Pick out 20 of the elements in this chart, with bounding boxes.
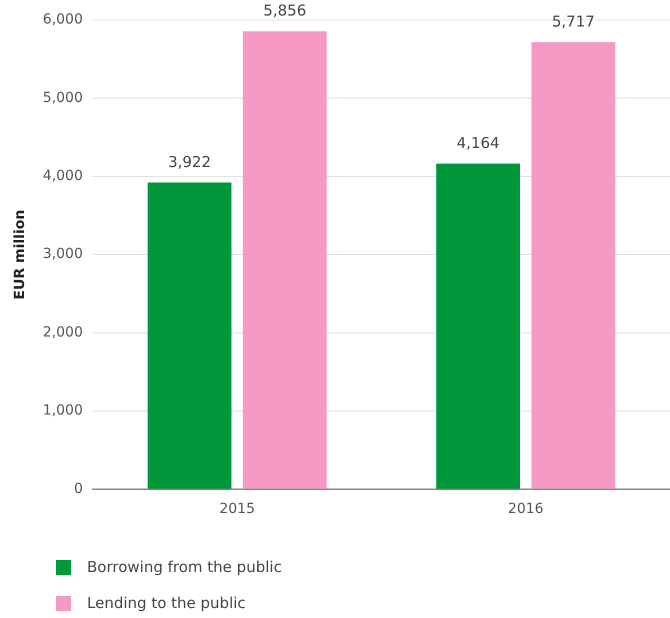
y-tick-label: 6,000 (42, 12, 83, 28)
y-tick-label: 4,000 (42, 168, 83, 184)
bar (148, 182, 232, 489)
y-tick-label: 2,000 (42, 324, 83, 340)
y-axis-title: EUR million (12, 210, 28, 300)
data-label: 5,856 (263, 2, 306, 20)
legend-label: Lending to the public (87, 594, 246, 612)
y-tick-label: 5,000 (42, 90, 83, 106)
x-tick-label: 2015 (219, 501, 255, 518)
data-label: 5,717 (552, 12, 595, 31)
bar (242, 31, 327, 489)
x-tick-label: 2016 (508, 501, 544, 518)
legend-label: Borrowing from the public (87, 558, 282, 576)
data-label: 3,922 (168, 152, 212, 171)
y-tick-label: 1,000 (42, 402, 83, 419)
bar (531, 42, 616, 489)
y-tick-label: 0 (74, 480, 83, 497)
data-label: 4,164 (456, 134, 500, 152)
y-tick-label: 3,000 (42, 246, 83, 262)
bar (436, 164, 520, 489)
